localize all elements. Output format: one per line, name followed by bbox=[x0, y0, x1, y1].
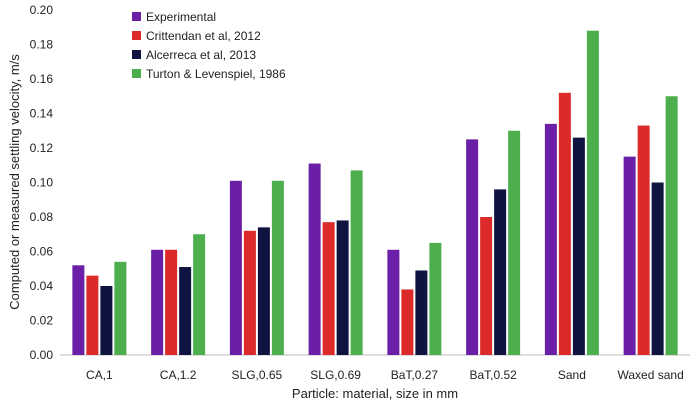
x-axis-ticks: CA,1 CA,1.2 SLG,0.65 SLG,0.69 BaT,0.27 BaT,0.… bbox=[86, 368, 684, 382]
x-tick-label: CA,1.2 bbox=[160, 368, 197, 382]
y-tick-label: 0.08 bbox=[30, 210, 54, 224]
y-tick-label: 0.10 bbox=[30, 176, 54, 190]
bar-crittendan-et-al-2012-bat-0-52 bbox=[480, 217, 493, 355]
x-tick-label: SLG,0.69 bbox=[310, 368, 361, 382]
bar-alcerreca-et-al-2013-bat-0-52 bbox=[494, 189, 507, 355]
bar-turton-levenspiel-1986-sand bbox=[586, 30, 599, 355]
bar-turton-levenspiel-1986-ca-1-2 bbox=[193, 234, 206, 355]
bar-experimental-slg-0-65 bbox=[229, 180, 242, 355]
y-tick-label: 0.06 bbox=[30, 245, 54, 259]
y-tick-label: 0.04 bbox=[30, 279, 54, 293]
bar-turton-levenspiel-1986-waxed-sand bbox=[665, 96, 678, 355]
bar-turton-levenspiel-1986-slg-0-69 bbox=[350, 170, 363, 355]
y-tick-label: 0.18 bbox=[30, 38, 54, 52]
bar-experimental-slg-0-69 bbox=[308, 163, 321, 355]
y-tick-label: 0.14 bbox=[30, 107, 54, 121]
x-axis-title: Particle: material, size in mm bbox=[292, 386, 458, 401]
bar-alcerreca-et-al-2013-bat-0-27 bbox=[415, 270, 428, 355]
x-tick-label: BaT,0.27 bbox=[391, 368, 439, 382]
bar-turton-levenspiel-1986-bat-0-52 bbox=[508, 130, 521, 355]
legend-label: Alcerreca et al, 2013 bbox=[146, 48, 256, 62]
legend-label: Experimental bbox=[146, 10, 216, 24]
legend: Experimental Crittendan et al, 2012 Alcerr… bbox=[132, 10, 286, 81]
y-tick-label: 0.12 bbox=[30, 141, 54, 155]
legend-swatch bbox=[132, 31, 141, 40]
y-tick-label: 0.16 bbox=[30, 72, 54, 86]
legend-label: Turton & Levenspiel, 1986 bbox=[146, 67, 286, 81]
bar-crittendan-et-al-2012-ca-1-2 bbox=[165, 249, 178, 355]
y-tick-label: 0.00 bbox=[30, 348, 54, 362]
x-tick-label: SLG,0.65 bbox=[232, 368, 283, 382]
x-tick-label: CA,1 bbox=[86, 368, 113, 382]
bar-turton-levenspiel-1986-ca-1 bbox=[114, 261, 127, 355]
bars-layer bbox=[72, 30, 678, 356]
x-tick-label: Sand bbox=[558, 368, 586, 382]
bar-turton-levenspiel-1986-bat-0-27 bbox=[429, 242, 442, 356]
bar-alcerreca-et-al-2013-ca-1 bbox=[100, 286, 113, 355]
bar-alcerreca-et-al-2013-sand bbox=[572, 137, 585, 355]
bar-alcerreca-et-al-2013-slg-0-69 bbox=[336, 220, 349, 355]
y-tick-label: 0.20 bbox=[30, 3, 54, 17]
bar-crittendan-et-al-2012-bat-0-27 bbox=[401, 289, 414, 355]
bar-experimental-sand bbox=[544, 123, 557, 355]
bar-alcerreca-et-al-2013-ca-1-2 bbox=[179, 267, 192, 355]
bar-crittendan-et-al-2012-slg-0-65 bbox=[243, 230, 256, 355]
bar-experimental-bat-0-52 bbox=[466, 139, 479, 356]
bar-experimental-ca-1 bbox=[72, 265, 85, 355]
legend-swatch bbox=[132, 69, 141, 78]
y-axis-title: Computed or measured settling velocity, … bbox=[7, 54, 22, 310]
y-tick-label: 0.02 bbox=[30, 314, 54, 328]
bar-alcerreca-et-al-2013-waxed-sand bbox=[651, 182, 664, 355]
bar-turton-levenspiel-1986-slg-0-65 bbox=[271, 180, 284, 355]
legend-swatch bbox=[132, 12, 141, 21]
x-tick-label: BaT,0.52 bbox=[469, 368, 517, 382]
bar-crittendan-et-al-2012-sand bbox=[558, 92, 571, 356]
bar-alcerreca-et-al-2013-slg-0-65 bbox=[257, 227, 270, 355]
bar-crittendan-et-al-2012-ca-1 bbox=[86, 275, 99, 355]
bar-experimental-bat-0-27 bbox=[387, 249, 400, 355]
y-axis-ticks: 0.00 0.02 0.04 0.06 0.08 0.10 0.12 0.14 0.16 0.18… bbox=[30, 3, 54, 362]
bar-experimental-waxed-sand bbox=[623, 156, 636, 355]
bar-crittendan-et-al-2012-waxed-sand bbox=[637, 125, 650, 355]
legend-label: Crittendan et al, 2012 bbox=[146, 29, 261, 43]
bar-crittendan-et-al-2012-slg-0-69 bbox=[322, 222, 335, 355]
bar-experimental-ca-1-2 bbox=[151, 249, 164, 355]
x-tick-label: Waxed sand bbox=[617, 368, 683, 382]
legend-swatch bbox=[132, 50, 141, 59]
